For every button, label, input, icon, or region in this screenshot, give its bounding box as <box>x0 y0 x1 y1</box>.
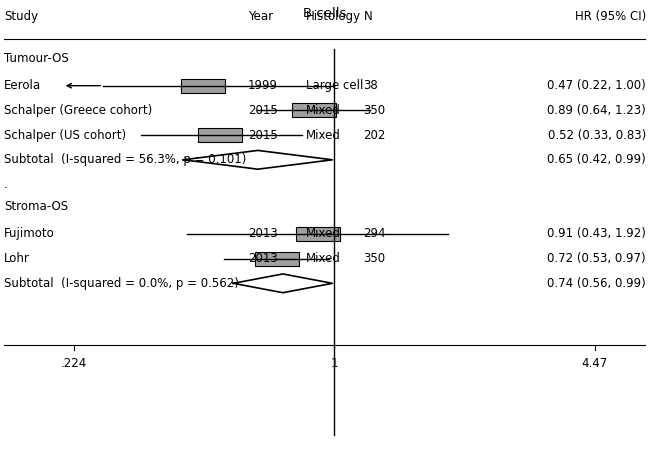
Text: N: N <box>363 10 372 23</box>
Text: Subtotal  (I-squared = 56.3%, p = 0.101): Subtotal (I-squared = 56.3%, p = 0.101) <box>4 153 246 166</box>
Text: Large cell: Large cell <box>306 79 363 92</box>
Text: 350: 350 <box>363 104 385 117</box>
Text: Study: Study <box>4 10 38 23</box>
Text: 294: 294 <box>363 227 386 241</box>
Text: 4.47: 4.47 <box>582 357 608 371</box>
Text: 0.47 (0.22, 1.00): 0.47 (0.22, 1.00) <box>547 79 646 92</box>
Text: 1999: 1999 <box>248 79 278 92</box>
Text: Lohr: Lohr <box>4 252 30 265</box>
Text: 0.72 (0.53, 0.97): 0.72 (0.53, 0.97) <box>547 252 646 265</box>
Text: Subtotal  (I-squared = 0.0%, p = 0.562): Subtotal (I-squared = 0.0%, p = 0.562) <box>4 277 239 290</box>
Text: B cells: B cells <box>304 7 346 19</box>
Text: 2013: 2013 <box>248 227 278 241</box>
Text: 2015: 2015 <box>248 104 278 117</box>
Text: 2015: 2015 <box>248 129 278 142</box>
Text: 350: 350 <box>363 252 385 265</box>
Text: Mixed: Mixed <box>306 227 341 241</box>
FancyBboxPatch shape <box>255 252 299 265</box>
Text: .224: .224 <box>61 357 87 371</box>
Text: Mixed: Mixed <box>306 104 341 117</box>
Text: 1: 1 <box>330 357 338 371</box>
Text: 0.91 (0.43, 1.92): 0.91 (0.43, 1.92) <box>547 227 646 241</box>
Text: Eerola: Eerola <box>4 79 42 92</box>
FancyBboxPatch shape <box>198 128 242 142</box>
Text: 0.65 (0.42, 0.99): 0.65 (0.42, 0.99) <box>547 153 646 166</box>
Text: 0.89 (0.64, 1.23): 0.89 (0.64, 1.23) <box>547 104 646 117</box>
Text: Fujimoto: Fujimoto <box>4 227 55 241</box>
FancyBboxPatch shape <box>181 79 225 92</box>
Text: HR (95% CI): HR (95% CI) <box>575 10 646 23</box>
Text: 202: 202 <box>363 129 386 142</box>
Text: Histology: Histology <box>306 10 361 23</box>
Text: Tumour-OS: Tumour-OS <box>4 52 69 65</box>
Text: 0.74 (0.56, 0.99): 0.74 (0.56, 0.99) <box>547 277 646 290</box>
Text: .: . <box>4 178 8 191</box>
Text: Stroma-OS: Stroma-OS <box>4 200 68 213</box>
Text: Schalper (US cohort): Schalper (US cohort) <box>4 129 126 142</box>
Text: Mixed: Mixed <box>306 252 341 265</box>
Text: 2013: 2013 <box>248 252 278 265</box>
Text: 38: 38 <box>363 79 378 92</box>
Text: 0.52 (0.33, 0.83): 0.52 (0.33, 0.83) <box>547 129 646 142</box>
Text: Year: Year <box>248 10 273 23</box>
FancyBboxPatch shape <box>296 227 340 241</box>
FancyBboxPatch shape <box>292 103 336 117</box>
Text: Schalper (Greece cohort): Schalper (Greece cohort) <box>4 104 152 117</box>
Text: Mixed: Mixed <box>306 129 341 142</box>
